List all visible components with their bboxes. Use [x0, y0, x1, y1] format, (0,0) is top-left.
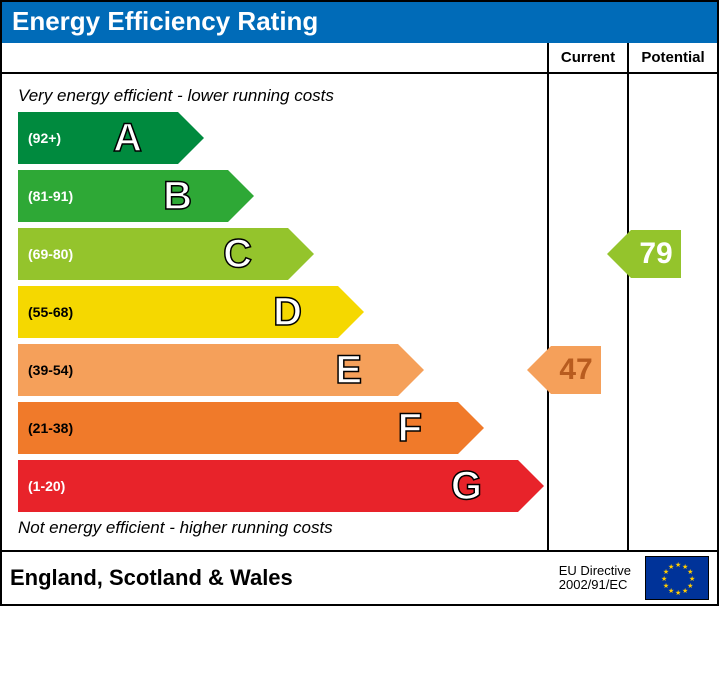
band-arrow-icon [288, 228, 314, 280]
eu-star-icon: ★ [675, 589, 681, 597]
band-arrow-icon [398, 344, 424, 396]
eu-star-icon: ★ [661, 575, 667, 583]
band-row-g: (1-20) G [18, 460, 547, 512]
band-letter: F [398, 406, 422, 451]
band-arrow-icon [338, 286, 364, 338]
band-bar: (55-68) D [18, 286, 338, 338]
directive-line1: EU Directive [559, 563, 631, 578]
band-letter: D [273, 290, 302, 335]
band-bar: (92+) A [18, 112, 178, 164]
eu-star-icon: ★ [668, 563, 674, 571]
top-note: Very energy efficient - lower running co… [18, 86, 547, 106]
footer: England, Scotland & Wales EU Directive 2… [2, 550, 717, 604]
eu-flag-icon: ★★★★★★★★★★★★ [645, 556, 709, 600]
band-letter: B [163, 174, 192, 219]
band-arrow-icon [178, 112, 204, 164]
current-pointer: 47 [531, 346, 601, 394]
band-range: (92+) [28, 130, 61, 146]
band-range: (55-68) [28, 304, 73, 320]
pointer-arrow-icon [527, 346, 551, 394]
band-range: (1-20) [28, 478, 65, 494]
pointer-value: 47 [551, 346, 601, 394]
band-bar: (1-20) G [18, 460, 518, 512]
band-bar: (81-91) B [18, 170, 228, 222]
directive-line2: 2002/91/EC [559, 577, 628, 592]
band-bars: (92+) A (81-91) B (69-80) C (55-68) D (39-54) E (2… [10, 112, 547, 512]
eu-star-icon: ★ [663, 582, 669, 590]
band-letter: E [335, 348, 362, 393]
band-bar: (69-80) C [18, 228, 288, 280]
band-range: (69-80) [28, 246, 73, 262]
col-header-scale [2, 43, 547, 74]
band-row-c: (69-80) C [18, 228, 547, 280]
band-arrow-icon [458, 402, 484, 454]
region-text: England, Scotland & Wales [10, 565, 293, 591]
eu-star-icon: ★ [682, 587, 688, 595]
band-letter: G [451, 464, 482, 509]
scale-column: Very energy efficient - lower running co… [2, 74, 547, 550]
band-arrow-icon [518, 460, 544, 512]
potential-pointer: 79 [611, 230, 681, 278]
potential-column: 79 [627, 74, 717, 550]
bottom-note: Not energy efficient - higher running co… [18, 518, 547, 538]
band-row-d: (55-68) D [18, 286, 547, 338]
epc-chart: Energy Efficiency Rating Current Potenti… [0, 0, 719, 606]
band-range: (21-38) [28, 420, 73, 436]
band-row-e: (39-54) E [18, 344, 547, 396]
pointer-arrow-icon [607, 230, 631, 278]
band-bar: (39-54) E [18, 344, 398, 396]
band-letter: C [223, 232, 252, 277]
eu-box: EU Directive 2002/91/EC ★★★★★★★★★★★★ [559, 556, 709, 600]
eu-star-icon: ★ [675, 561, 681, 569]
title: Energy Efficiency Rating [2, 2, 717, 43]
band-range: (39-54) [28, 362, 73, 378]
band-row-b: (81-91) B [18, 170, 547, 222]
band-letter: A [113, 116, 142, 161]
current-column: 47 [547, 74, 627, 550]
col-header-potential: Potential [627, 43, 717, 74]
band-range: (81-91) [28, 188, 73, 204]
band-bar: (21-38) F [18, 402, 458, 454]
pointer-value: 79 [631, 230, 681, 278]
directive-text: EU Directive 2002/91/EC [559, 564, 631, 593]
band-arrow-icon [228, 170, 254, 222]
col-header-current: Current [547, 43, 627, 74]
band-row-a: (92+) A [18, 112, 547, 164]
body-grid: Current Potential Very energy efficient … [2, 43, 717, 550]
band-row-f: (21-38) F [18, 402, 547, 454]
